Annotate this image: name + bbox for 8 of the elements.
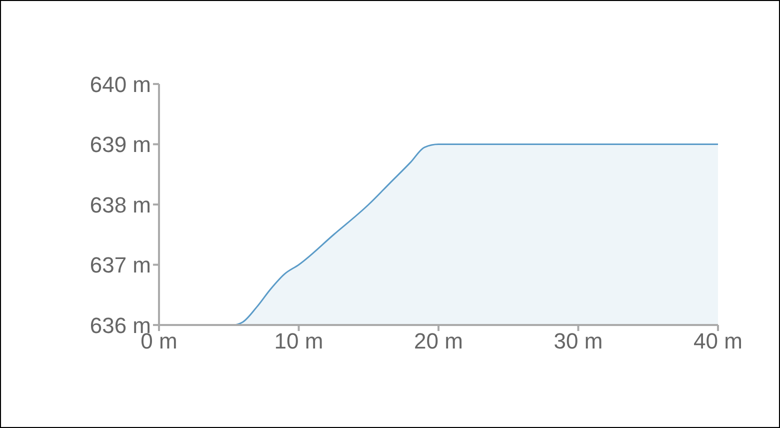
x-tick-label: 30 m: [554, 328, 603, 354]
y-tick-label: 637 m: [90, 252, 151, 278]
x-tick-label: 20 m: [414, 328, 463, 354]
x-tick-label: 40 m: [694, 328, 742, 354]
y-tick-label: 639 m: [90, 132, 151, 158]
x-tick-label: 10 m: [274, 328, 324, 354]
y-tick-label: 640 m: [90, 72, 151, 97]
y-tick-label: 638 m: [90, 192, 151, 218]
